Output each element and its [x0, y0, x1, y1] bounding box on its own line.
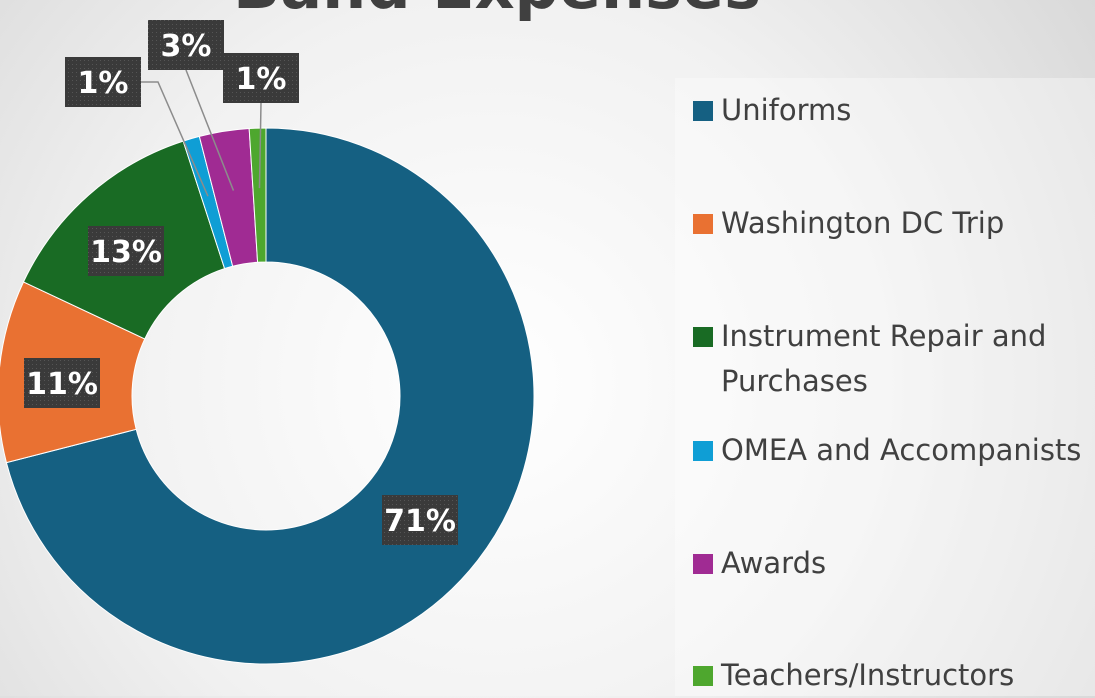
- legend-swatch: [693, 666, 713, 686]
- legend-label: Washington DC Trip: [721, 206, 1005, 240]
- data-label-box: [88, 226, 164, 276]
- data-label: 13%: [90, 235, 162, 270]
- legend-swatch: [693, 441, 713, 461]
- legend-item: Awards: [693, 541, 1093, 586]
- data-label-box: [24, 358, 100, 408]
- legend-item: Teachers/Instructors: [693, 653, 1093, 698]
- legend-item: OMEA and Accompanists: [693, 428, 1093, 473]
- donut-slice: [248, 127, 267, 263]
- legend-swatch: [693, 327, 713, 347]
- legend-swatch: [693, 101, 713, 121]
- legend-swatch: [693, 554, 713, 574]
- data-label: 11%: [26, 367, 98, 402]
- legend-label: OMEA and Accompanists: [721, 433, 1082, 467]
- leader-line: [185, 69, 235, 191]
- legend-label: Instrument Repair and Purchases: [721, 319, 1047, 398]
- legend-label: Awards: [721, 546, 827, 580]
- chart-title: Band Expenses: [233, 0, 761, 23]
- data-label-box: [382, 495, 458, 545]
- legend-item: Uniforms: [693, 88, 1093, 133]
- legend-item: Instrument Repair and Purchases: [693, 314, 1093, 404]
- data-label-box: [65, 57, 141, 107]
- leader-line: [258, 102, 262, 189]
- data-label: 1%: [236, 62, 287, 97]
- data-label: 3%: [161, 29, 212, 64]
- data-label-box: [223, 53, 299, 103]
- data-label-box: [148, 20, 224, 70]
- leader-line: [141, 81, 209, 197]
- legend-item: Washington DC Trip: [693, 201, 1093, 246]
- legend: Uniforms Washington DC Trip Instrument Rep…: [675, 78, 1095, 696]
- data-label: 71%: [384, 504, 456, 539]
- legend-swatch: [693, 214, 713, 234]
- legend-label: Uniforms: [721, 93, 852, 127]
- data-label: 1%: [78, 66, 129, 101]
- legend-label: Teachers/Instructors: [721, 658, 1015, 692]
